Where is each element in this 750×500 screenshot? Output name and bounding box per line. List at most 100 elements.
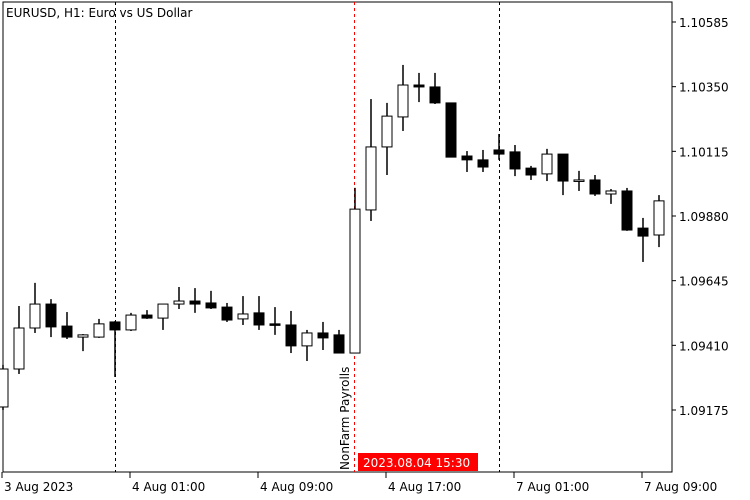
candle[interactable] [333,329,345,354]
bear-candle-body [461,155,473,161]
bear-candle-body [589,179,601,195]
bear-candle-body [525,167,537,176]
candle[interactable] [141,310,153,319]
event-label: NonFarm Payrolls [338,367,352,470]
bull-candle-body [605,190,617,195]
candle[interactable] [109,321,121,377]
bull-candle-body [397,84,409,118]
candle[interactable] [13,305,25,374]
candle[interactable] [125,312,137,332]
candle[interactable] [429,72,441,105]
candle[interactable] [541,148,553,182]
bull-candle-body [301,332,313,347]
candle[interactable] [317,321,329,351]
candle[interactable] [0,364,9,411]
candle[interactable] [189,288,201,313]
bull-candle-body [125,314,137,331]
x-tick-label: 4 Aug 17:00 [388,480,461,494]
x-tick-label: 7 Aug 09:00 [644,480,717,494]
bear-candle-body [557,153,569,182]
bear-candle-body [477,159,489,168]
candle[interactable] [605,189,617,204]
candle[interactable] [557,153,569,196]
bull-candle-body [541,153,553,175]
candle[interactable] [525,165,537,180]
candle[interactable] [93,318,105,338]
candle[interactable] [493,133,505,160]
bear-candle-body [109,321,121,331]
bull-candle-body [157,303,169,319]
candle[interactable] [445,102,457,158]
bear-candle-body [509,151,521,170]
candle[interactable] [237,296,249,325]
candle[interactable] [173,286,185,310]
bear-candle-body [189,300,201,305]
y-tick-label: 1.09410 [679,339,729,353]
bull-candle-body [381,115,393,148]
bull-candle-body [237,313,249,320]
bear-candle-body [61,325,73,338]
candle[interactable] [157,303,169,330]
candle[interactable] [461,151,473,172]
candle[interactable] [477,149,489,172]
x-tick-label: 4 Aug 09:00 [260,480,333,494]
y-tick-label: 1.10350 [679,81,729,95]
candle[interactable] [397,64,409,131]
y-tick-label: 1.10115 [679,145,729,159]
bear-candle-body [45,303,57,328]
bear-candle-body [253,312,265,326]
candle[interactable] [269,307,281,335]
candle[interactable] [77,334,89,352]
bull-candle-body [349,208,361,354]
bear-candle-body [205,302,217,309]
bear-candle-body [285,324,297,347]
bull-candle-body [573,179,585,182]
candle[interactable] [349,187,361,354]
bear-candle-body [429,86,441,104]
bear-candle-body [413,84,425,88]
candle[interactable] [253,296,265,330]
bull-candle-body [13,327,25,370]
candle[interactable] [45,299,57,338]
bear-candle-body [141,314,153,319]
bear-candle-body [445,102,457,158]
crosshair-label-bg [358,453,478,471]
bull-candle-body [93,323,105,338]
y-tick-label: 1.09645 [679,275,729,289]
candle[interactable] [621,187,633,231]
candle[interactable] [61,312,73,340]
bull-candle-body [365,146,377,211]
candle[interactable] [509,145,521,177]
plot-area[interactable] [2,1,673,473]
bear-candle-body [221,306,233,321]
candle[interactable] [589,175,601,196]
bull-candle-body [77,334,89,338]
candle[interactable] [653,195,665,248]
candle[interactable] [381,102,393,176]
bull-candle-body [0,368,9,408]
candle[interactable] [221,302,233,322]
bull-candle-body [29,303,41,329]
bear-candle-body [493,149,505,155]
bear-candle-body [333,334,345,354]
candle[interactable] [285,310,297,354]
bull-candle-body [653,200,665,236]
x-tick-label: 4 Aug 01:00 [132,480,205,494]
candle[interactable] [413,72,425,103]
y-tick-label: 1.10585 [679,16,729,30]
bear-candle-body [317,332,329,339]
y-tick-label: 1.09880 [679,210,729,224]
candle[interactable] [29,282,41,333]
bull-candle-body [173,300,185,305]
candle[interactable] [205,290,217,310]
candle[interactable] [365,99,377,221]
crosshair-time-label: 2023.08.04 15:30 [358,453,478,471]
candle[interactable] [301,329,313,362]
x-tick-label: 3 Aug 2023 [4,480,73,494]
bear-candle-body [621,190,633,231]
bear-candle-body [269,323,281,326]
candle[interactable] [637,217,649,262]
candle[interactable] [573,170,585,191]
x-tick-label: 7 Aug 01:00 [516,480,589,494]
